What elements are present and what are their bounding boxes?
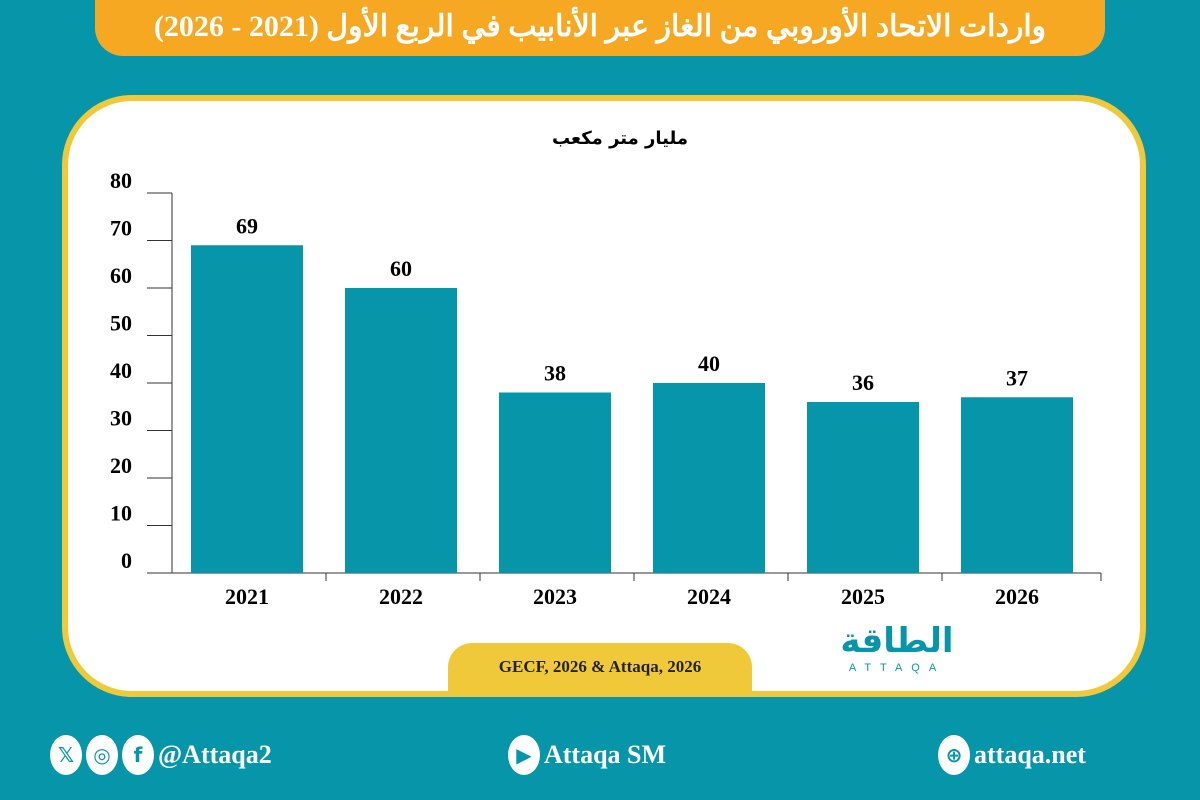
instagram-icon[interactable]: ◎ [86, 735, 118, 775]
website-link: ⊕ attaqa.net [938, 735, 1086, 775]
globe-icon[interactable]: ⊕ [938, 735, 970, 775]
y-tick-label: 40 [110, 358, 132, 383]
bar-2021 [191, 245, 303, 573]
x-tick-label: 2023 [533, 584, 577, 609]
social-handle[interactable]: @Attaqa2 [158, 740, 272, 769]
x-tick-label: 2025 [841, 584, 885, 609]
x-tick-label: 2024 [687, 584, 731, 609]
youtube-handle[interactable]: Attaqa SM [544, 740, 667, 769]
bar-2026 [961, 397, 1073, 573]
youtube-link: ▶ Attaqa SM [508, 735, 666, 775]
youtube-icon[interactable]: ▶ [508, 735, 540, 775]
y-tick-label: 30 [110, 406, 132, 431]
data-label: 36 [852, 370, 874, 395]
facebook-icon[interactable]: f [122, 735, 154, 775]
y-tick-label: 50 [110, 311, 132, 336]
x-tick-label: 2021 [225, 584, 269, 609]
social-links: 𝕏 ◎ f @Attaqa2 [50, 735, 272, 775]
x-icon[interactable]: 𝕏 [50, 735, 82, 775]
x-tick-label: 2022 [379, 584, 423, 609]
data-label: 37 [1006, 365, 1028, 390]
y-tick-label: 60 [110, 263, 132, 288]
bar-2024 [653, 383, 765, 573]
y-tick-label: 0 [121, 548, 132, 573]
bar-2022 [345, 288, 457, 573]
y-tick-label: 20 [110, 453, 132, 478]
x-tick-label: 2026 [995, 584, 1039, 609]
attaqa-logo: الطاقة ATTAQA [812, 620, 982, 682]
website-url[interactable]: attaqa.net [974, 740, 1086, 769]
y-tick-label: 10 [110, 501, 132, 526]
y-tick-label: 70 [110, 216, 132, 241]
data-label: 69 [236, 213, 258, 238]
logo-english: ATTAQA [848, 662, 946, 674]
data-label: 40 [698, 351, 720, 376]
data-label: 38 [544, 361, 566, 386]
y-tick-label: 80 [110, 168, 132, 193]
data-label: 60 [390, 256, 412, 281]
source-label: GECF, 2026 & Attaqa, 2026 [448, 643, 752, 691]
chart-title: واردات الاتحاد الأوروبي من الغاز عبر الأ… [95, 0, 1105, 56]
logo-arabic: الطاقة [840, 621, 954, 661]
y-axis-unit-label: مليار متر مكعب [551, 128, 688, 149]
bar-2025 [807, 402, 919, 573]
bar-2023 [499, 392, 611, 573]
